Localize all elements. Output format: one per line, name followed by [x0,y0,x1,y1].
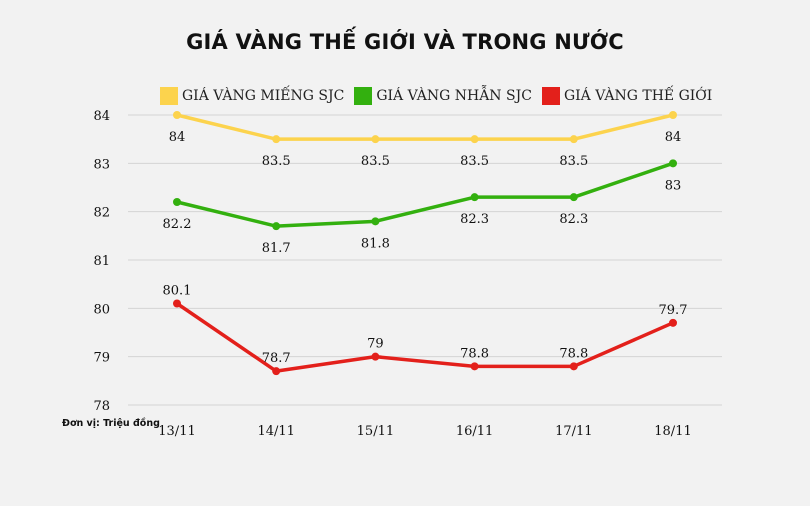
data-label: 79 [367,337,384,352]
data-point [669,159,677,168]
data-point [371,135,380,144]
data-point [470,193,479,202]
data-point [470,362,479,371]
data-label: 80.1 [163,284,192,299]
data-label: 78.8 [559,346,588,361]
y-tick-label: 84 [93,109,110,124]
data-point [371,352,380,361]
series-line-0 [176,113,674,141]
data-point [173,111,181,119]
y-axis-ticks: 78 79 80 81 82 83 84 [93,109,110,414]
y-tick-label: 80 [93,302,110,317]
y-tick-label: 82 [93,206,110,221]
x-tick-label: 16/11 [456,424,493,439]
y-tick-label: 79 [93,351,110,366]
x-tick-label: 17/11 [555,424,592,439]
legend-swatch-green [354,87,373,105]
data-point [173,198,181,206]
data-point [173,299,181,308]
data-point [569,135,578,144]
data-point [569,193,578,202]
x-tick-label: 15/11 [357,424,394,439]
legend-label-world: GIÁ VÀNG THẾ GIỚI [563,88,713,104]
legend-item-sjc-ring: GIÁ VÀNG NHẪN SJC [354,87,532,105]
data-label: 84 [169,130,186,145]
unit-note: Đơn vị: Triệu đồng [62,418,160,429]
legend-item-world: GIÁ VÀNG THẾ GIỚI [541,87,713,105]
data-labels: 84 83.5 83.5 83.5 83.5 84 82.2 81.7 81.8 82.3 82.3… [163,130,688,366]
legend: GIÁ VÀNG MIẾNG SJC GIÁ VÀNG NHẪN SJC GIÁ… [160,87,722,105]
data-point [371,217,380,226]
data-label: 79.7 [659,303,688,318]
data-label: 83.5 [559,154,588,169]
y-tick-label: 83 [93,157,110,172]
series-lines [173,111,677,376]
gridlines [128,114,722,406]
x-tick-label: 14/11 [257,424,294,439]
legend-swatch-yellow [160,87,178,105]
y-tick-label: 78 [93,399,110,414]
data-label: 82.3 [460,212,489,227]
legend-swatch-red [541,87,560,105]
legend-label-sjc-bar: GIÁ VÀNG MIẾNG SJC [182,88,345,104]
data-label: 82.3 [559,212,588,227]
y-tick-label: 81 [93,254,110,269]
data-point [272,367,281,376]
series-line-2 [176,302,674,373]
data-label: 84 [665,130,682,145]
x-tick-label: 13/11 [158,424,195,439]
data-label: 81.7 [262,241,291,256]
data-point [470,135,479,144]
data-point [272,135,281,144]
data-label: 78.8 [460,346,489,361]
data-point [669,318,677,327]
data-point [569,362,578,371]
data-label: 83.5 [262,154,291,169]
legend-item-sjc-bar: GIÁ VÀNG MIẾNG SJC [160,87,344,105]
data-label: 82.2 [163,217,192,232]
data-label: 83 [665,178,682,193]
data-label: 83.5 [460,154,489,169]
data-label: 83.5 [361,154,390,169]
series-line-1 [176,161,674,228]
chart-title: GIÁ VÀNG THẾ GIỚI VÀ TRONG NƯỚC [186,30,624,54]
legend-label-sjc-ring: GIÁ VÀNG NHẪN SJC [376,88,532,104]
x-axis-ticks: 13/11 14/11 15/11 16/11 17/11 18/11 [158,424,691,439]
data-label: 81.8 [361,236,390,251]
data-point [669,111,677,119]
data-point [272,222,281,231]
data-label: 78.7 [262,351,291,366]
x-tick-label: 18/11 [654,424,691,439]
